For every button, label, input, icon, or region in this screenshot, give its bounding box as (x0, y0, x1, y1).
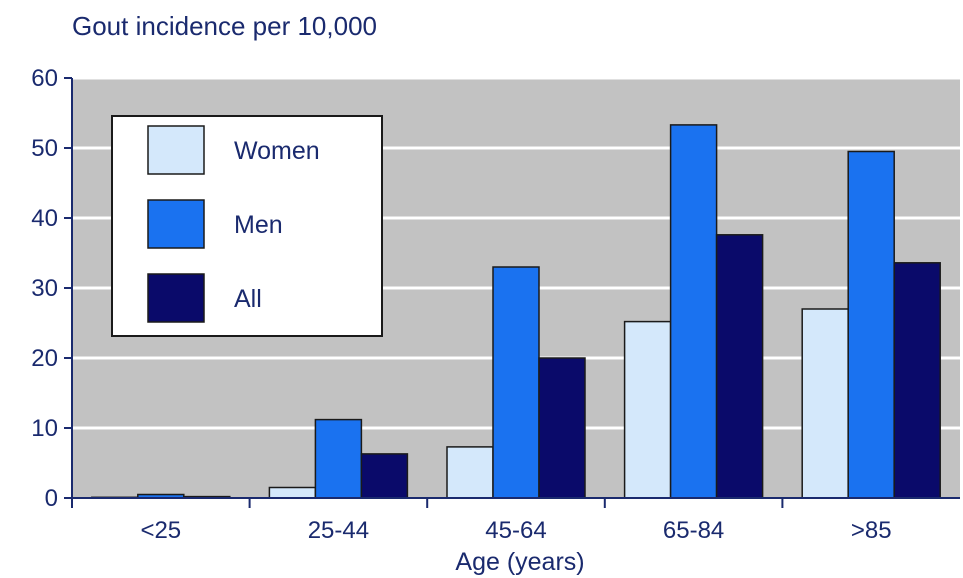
x-tick-label: <25 (140, 517, 181, 544)
x-axis-label: Age (years) (455, 548, 584, 576)
legend-swatch-all (147, 273, 205, 323)
y-tick-label: 10 (31, 415, 58, 442)
bar-men-2 (492, 266, 540, 499)
bar-all-4 (893, 262, 941, 499)
x-tick-label: 65-84 (663, 517, 724, 544)
y-ticks: 0 10 20 30 40 50 60 (31, 65, 72, 512)
legend-swatch-women (147, 125, 205, 175)
x-tick-label: 45-64 (485, 517, 546, 544)
legend-label-women: Women (234, 137, 320, 165)
bar-men-4 (847, 150, 895, 499)
bar-all-2 (538, 357, 586, 499)
x-tick-label: >85 (851, 517, 892, 544)
y-tick-label: 30 (31, 275, 58, 302)
bars (91, 124, 941, 499)
chart-title: Gout incidence per 10,000 (72, 11, 377, 41)
y-tick-label: 0 (45, 485, 58, 512)
bar-all-3 (715, 234, 764, 499)
bar-women-3 (623, 320, 672, 499)
bar-women-4 (801, 308, 849, 499)
y-tick-label: 50 (31, 135, 58, 162)
y-tick-label: 40 (31, 205, 58, 232)
bar-men-1 (314, 418, 363, 499)
legend-label-all: All (234, 285, 262, 313)
bar-all-1 (360, 453, 409, 499)
y-tick-label: 60 (31, 65, 58, 92)
legend-label-men: Men (234, 211, 283, 239)
bar-women-1 (268, 486, 317, 499)
legend-swatch-men (147, 199, 205, 249)
x-tick-label: 25-44 (308, 517, 369, 544)
bar-men-3 (669, 124, 718, 499)
y-tick-label: 20 (31, 345, 58, 372)
x-ticks: <25 25-44 45-64 65-84 >85 (71, 498, 892, 544)
bar-women-2 (446, 446, 494, 499)
legend: Women Men All (111, 115, 383, 337)
